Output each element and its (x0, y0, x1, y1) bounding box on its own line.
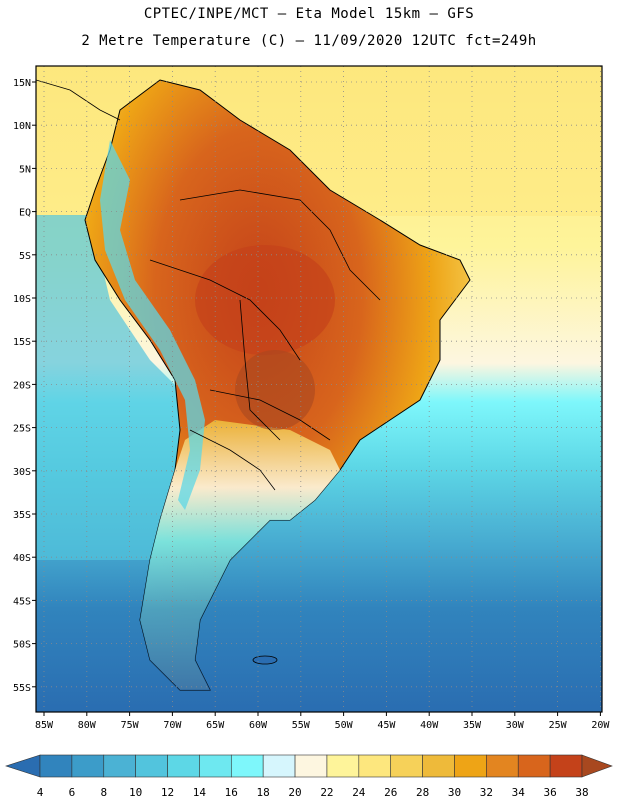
lat-label-15N: 15N (13, 78, 31, 89)
lon-label-30W: 30W (506, 720, 525, 731)
colorbar-swatch (39, 754, 73, 778)
colorbar-swatch (517, 754, 551, 778)
colorbar-swatch (422, 754, 455, 778)
colorbar-swatch (262, 754, 296, 778)
colorbar-swatch (167, 754, 200, 778)
lon-label-40W: 40W (420, 720, 439, 731)
colorbar-swatch (199, 754, 232, 778)
colorbar-labels: 4 6 8 10 12 14 16 18 20 22 24 26 28 30 32 34 36 38 (37, 786, 589, 799)
colorbar-label-30: 30 (448, 786, 461, 799)
colorbar-label-6: 6 (69, 786, 76, 799)
colorbar-label-12: 12 (161, 786, 174, 799)
lon-label-70W: 70W (163, 720, 182, 731)
colorbar-label-10: 10 (129, 786, 142, 799)
lat-label-10S: 10S (13, 294, 31, 305)
lat-label-50S: 50S (13, 640, 31, 651)
lat-label-25S: 25S (13, 424, 31, 435)
colorbar-label-36: 36 (543, 786, 556, 799)
lon-label-35W: 35W (463, 720, 482, 731)
lon-label-80W: 80W (78, 720, 97, 731)
lat-label-40S: 40S (13, 553, 31, 564)
colorbar-label-22: 22 (320, 786, 333, 799)
colorbar-label-32: 32 (480, 786, 493, 799)
colorbar-swatch (135, 754, 168, 778)
colorbar-swatch (390, 754, 423, 778)
colorbar-swatch (486, 754, 519, 778)
colorbar-label-14: 14 (193, 786, 207, 799)
lat-label-5N: 5N (19, 164, 31, 175)
lon-label-55W: 55W (292, 720, 311, 731)
colorbar-label-18: 18 (257, 786, 270, 799)
longitude-axis: 85W 80W 75W 70W 65W 60W 55W 50W 45W 40W 35W 30W 25W 2… (35, 712, 610, 731)
lat-label-10N: 10N (13, 121, 31, 132)
lon-label-60W: 60W (249, 720, 268, 731)
latitude-axis: 15N 10N 5N EQ 5S 10S 15S 20S 25S 30S 35S 40S 45S 50S 5… (13, 78, 36, 694)
colorbar-label-20: 20 (288, 786, 301, 799)
lon-label-20W: 20W (591, 720, 610, 731)
lat-label-EQ: EQ (19, 208, 31, 219)
colorbar-label-26: 26 (384, 786, 397, 799)
colorbar-label-38: 38 (575, 786, 588, 799)
colorbar-label-8: 8 (100, 786, 107, 799)
lat-label-20S: 20S (13, 380, 31, 391)
colorbar-swatch (294, 754, 328, 778)
colorbar-low-arrow (5, 754, 41, 778)
colorbar-swatch (358, 754, 392, 778)
map-title: CPTEC/INPE/MCT – Eta Model 15km – GFS (143, 6, 475, 22)
lon-label-65W: 65W (206, 720, 225, 731)
temperature-field (36, 66, 602, 712)
colorbar-label-24: 24 (352, 786, 366, 799)
lon-label-85W: 85W (35, 720, 54, 731)
colorbar-label-16: 16 (225, 786, 238, 799)
lat-label-55S: 55S (13, 683, 31, 694)
lon-label-75W: 75W (121, 720, 140, 731)
colorbar-label-4: 4 (37, 786, 44, 799)
lat-label-5S: 5S (19, 251, 31, 262)
colorbar-swatch (71, 754, 105, 778)
map-subtitle: 2 Metre Temperature (C) – 11/09/2020 12U… (81, 33, 537, 49)
lon-label-45W: 45W (377, 720, 396, 731)
lat-label-45S: 45S (13, 596, 31, 607)
lat-label-15S: 15S (13, 337, 31, 348)
lat-label-30S: 30S (13, 467, 31, 478)
colorbar-swatch (549, 754, 583, 778)
lon-label-25W: 25W (549, 720, 568, 731)
colorbar-swatch (454, 754, 487, 778)
colorbar-swatch (103, 754, 136, 778)
colorbar-swatch (326, 754, 360, 778)
lat-label-35S: 35S (13, 510, 31, 521)
colorbar-swatch (230, 754, 264, 778)
colorbar-label-34: 34 (512, 786, 526, 799)
lon-label-50W: 50W (335, 720, 354, 731)
map-frame (35, 65, 603, 713)
colorbar-high-arrow (581, 754, 613, 778)
colorbar-label-28: 28 (416, 786, 429, 799)
colorbar (5, 754, 613, 778)
